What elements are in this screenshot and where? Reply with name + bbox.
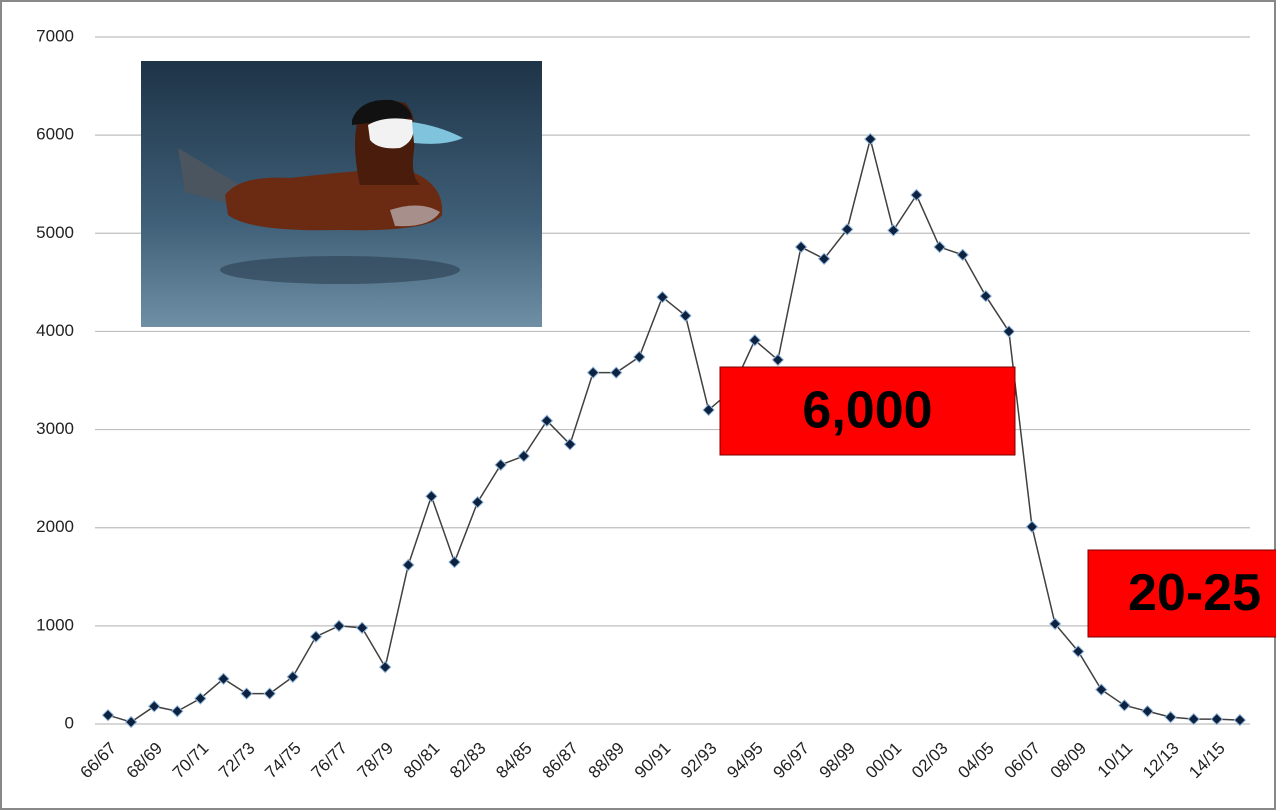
data-point: [172, 706, 183, 717]
data-point: [241, 688, 252, 699]
x-tick-label: 08/09: [1047, 739, 1091, 783]
y-tick-label: 2000: [36, 517, 74, 536]
x-tick-label: 90/91: [631, 739, 675, 783]
x-tick-label: 86/87: [538, 739, 582, 783]
data-point: [1188, 714, 1199, 725]
data-point: [495, 459, 506, 470]
data-point: [334, 620, 345, 631]
data-point: [796, 242, 807, 253]
data-point: [611, 367, 622, 378]
data-point: [149, 701, 160, 712]
data-point: [449, 557, 460, 568]
x-tick-label: 02/03: [908, 739, 952, 783]
y-tick-label: 0: [65, 713, 74, 732]
data-point: [980, 291, 991, 302]
data-point: [957, 249, 968, 260]
x-tick-label: 74/75: [261, 739, 305, 783]
data-point: [310, 631, 321, 642]
y-tick-label: 5000: [36, 223, 74, 242]
x-tick-label: 96/97: [769, 739, 813, 783]
x-tick-label: 14/15: [1185, 739, 1229, 783]
duck-photo: [141, 61, 542, 327]
x-tick-label: 70/71: [169, 739, 213, 783]
data-point: [911, 190, 922, 201]
data-point: [264, 688, 275, 699]
y-tick-label: 1000: [36, 615, 74, 634]
x-tick-label: 12/13: [1139, 739, 1183, 783]
annotation-text: 20-25: [1128, 564, 1261, 622]
chart: 0100020003000400050006000700066/6768/697…: [0, 0, 1276, 810]
data-point: [472, 497, 483, 508]
data-point: [380, 662, 391, 673]
x-tick-label: 80/81: [400, 739, 444, 783]
data-point: [1003, 326, 1014, 337]
x-tick-label: 76/77: [307, 739, 351, 783]
page: 0100020003000400050006000700066/6768/697…: [0, 0, 1276, 810]
y-tick-label: 3000: [36, 419, 74, 438]
data-point: [934, 242, 945, 253]
annotation-text: 6,000: [802, 382, 932, 440]
annotation: 20-25: [1088, 550, 1276, 637]
data-point: [403, 560, 414, 571]
data-point: [634, 351, 645, 362]
x-tick-label: 00/01: [862, 739, 906, 783]
data-point: [426, 491, 437, 502]
data-point: [126, 717, 137, 728]
x-tick-label: 98/99: [816, 739, 860, 783]
x-tick-label: 04/05: [954, 739, 998, 783]
data-point: [1096, 684, 1107, 695]
data-point: [287, 671, 298, 682]
y-tick-label: 6000: [36, 125, 74, 144]
data-point: [518, 451, 529, 462]
x-tick-label: 68/69: [123, 739, 167, 783]
x-tick-label: 94/95: [723, 739, 767, 783]
x-tick-label: 10/11: [1094, 739, 1137, 782]
x-tick-label: 78/79: [354, 739, 398, 783]
x-tick-label: 84/85: [492, 739, 536, 783]
x-tick-label: 82/83: [446, 739, 490, 783]
x-tick-label: 06/07: [1000, 739, 1044, 783]
x-tick-label: 88/89: [585, 739, 629, 783]
data-point: [888, 225, 899, 236]
x-tick-label: 92/93: [677, 739, 721, 783]
data-point: [1142, 706, 1153, 717]
y-tick-label: 7000: [36, 26, 74, 45]
annotation: 6,000: [720, 367, 1015, 455]
data-point: [1119, 700, 1130, 711]
data-point: [1165, 712, 1176, 723]
x-tick-label: 66/67: [76, 739, 120, 783]
x-tick-label: 72/73: [215, 739, 259, 783]
data-point: [103, 710, 114, 721]
data-point: [357, 622, 368, 633]
data-point: [1211, 714, 1222, 725]
data-point: [588, 367, 599, 378]
data-point: [1027, 521, 1038, 532]
y-tick-label: 4000: [36, 321, 74, 340]
